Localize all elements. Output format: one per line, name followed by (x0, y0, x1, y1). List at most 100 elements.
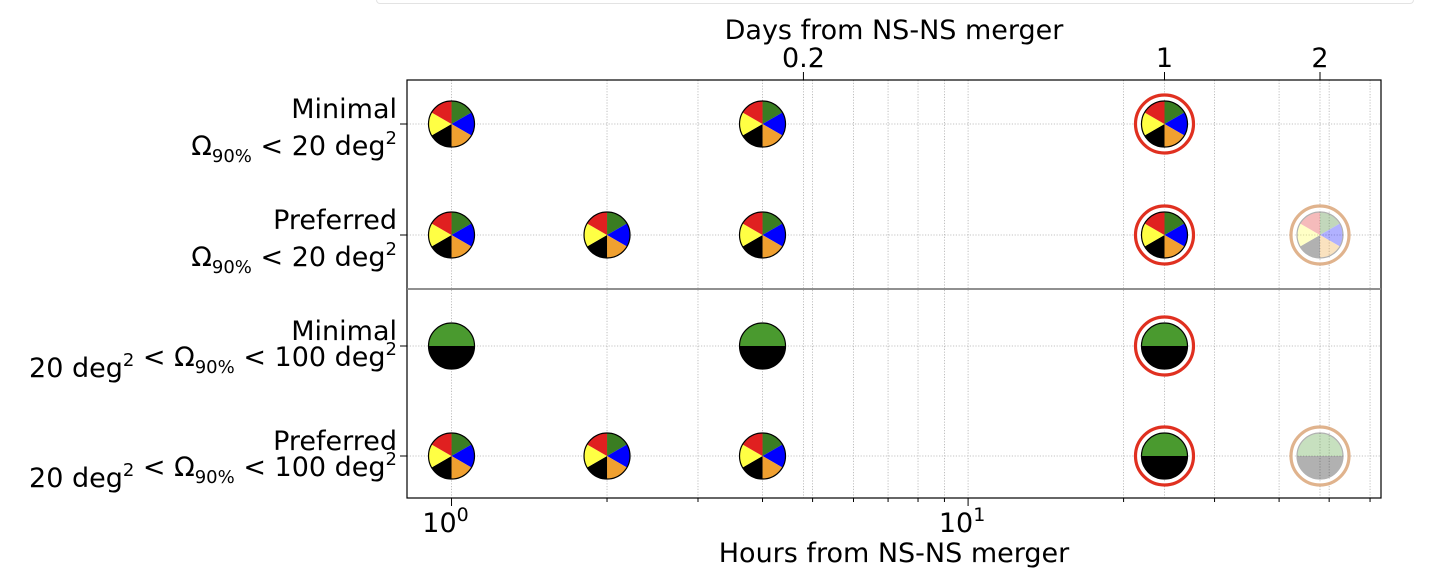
x2-tick-label: 0.2 (782, 43, 825, 74)
highlight-ring (1133, 204, 1196, 266)
marker (427, 100, 476, 148)
marker (427, 322, 476, 370)
marker-wedge (1300, 235, 1320, 258)
highlight-ring (1289, 204, 1351, 266)
marker (738, 100, 787, 148)
ring-gap (1136, 207, 1193, 263)
grid-lines (407, 80, 1381, 498)
marker-wedge (584, 444, 608, 468)
highlight-ring (1289, 425, 1351, 487)
marker-wedge (584, 223, 608, 247)
marker-wedge (451, 223, 475, 247)
ring-gap (1136, 318, 1193, 374)
marker (1296, 211, 1344, 259)
row-title: Preferred (273, 205, 397, 236)
marker-wedge (1164, 223, 1188, 247)
marker-outline (738, 211, 787, 259)
marker-outline (1140, 211, 1189, 259)
marker-wedge (607, 223, 631, 247)
marker-wedge (762, 444, 786, 468)
marker (1140, 211, 1189, 259)
row-title: Minimal (291, 94, 397, 125)
x-tick-label: 101 (939, 504, 985, 539)
x2-tick-label: 1 (1156, 43, 1173, 74)
marker-outline (1296, 432, 1344, 480)
row-condition: Ω90% < 20 deg2 (191, 128, 397, 167)
marker-bottom-half (428, 346, 475, 370)
x2-axis-title: Days from NS-NS merger (725, 15, 1065, 46)
marker-top-half (1296, 433, 1343, 456)
marker-wedge (428, 223, 452, 247)
ring-gap (1136, 96, 1193, 152)
marker (1140, 100, 1189, 148)
marker-wedge (1164, 112, 1188, 136)
marker-wedge (1141, 223, 1165, 247)
marker-wedge (451, 112, 475, 136)
marker-outline (738, 100, 787, 148)
marker-outline (1140, 322, 1189, 370)
marker-wedge (1300, 212, 1320, 235)
ring-gap (1136, 428, 1193, 484)
marker-wedge (428, 444, 452, 468)
marker-top-half (739, 323, 786, 346)
marker-outline (1140, 100, 1189, 148)
marker-outline (738, 322, 787, 370)
marker-top-half (428, 323, 475, 346)
marker-wedge (1141, 112, 1165, 136)
marker-wedge (739, 223, 763, 247)
row-condition: Ω90% < 20 deg2 (191, 239, 397, 278)
marker-bottom-half (1296, 456, 1343, 480)
marker (738, 432, 787, 480)
x-tick-label: 100 (422, 504, 468, 539)
marker (1296, 432, 1344, 480)
highlight-ring (1133, 425, 1196, 487)
marker-outline (427, 100, 476, 148)
marker-outline (1296, 211, 1344, 259)
marker (583, 211, 631, 259)
row-condition: 20 deg2 < Ω90% < 100 deg2 (29, 339, 397, 384)
row-title: Preferred (273, 426, 397, 457)
marker (738, 322, 787, 370)
marker (427, 432, 476, 480)
marker-top-half (1141, 323, 1188, 346)
marker-bottom-half (1141, 346, 1188, 370)
marker-outline (583, 211, 631, 259)
marker-wedge (739, 112, 763, 136)
marker (1140, 322, 1189, 370)
marker-top-half (1141, 433, 1188, 456)
marker (583, 432, 631, 480)
marker-bottom-half (1141, 456, 1188, 480)
marker-bottom-half (739, 346, 786, 370)
marker-outline (1140, 432, 1189, 480)
highlight-ring (1133, 315, 1196, 377)
marker-wedge (1319, 212, 1340, 235)
ring-gap (1292, 207, 1348, 263)
marker (427, 211, 476, 259)
marker (738, 211, 787, 259)
marker-wedge (739, 444, 763, 468)
row-condition: 20 deg2 < Ω90% < 100 deg2 (29, 449, 397, 494)
marker-outline (427, 211, 476, 259)
marker-wedge (762, 112, 786, 136)
axis-ticks (400, 72, 1371, 506)
marker-wedge (1296, 223, 1320, 247)
x-axis-title: Hours from NS-NS merger (719, 538, 1070, 569)
row-title: Minimal (291, 316, 397, 347)
marker-outline (427, 322, 476, 370)
marker-wedge (762, 223, 786, 247)
marker-wedge (1319, 223, 1343, 247)
marker-outline (427, 432, 476, 480)
marker-wedge (428, 112, 452, 136)
marker-outline (738, 432, 787, 480)
highlight-ring (1133, 93, 1196, 155)
marker-outline (583, 432, 631, 480)
markers (427, 93, 1351, 487)
marker-wedge (451, 444, 475, 468)
x2-tick-label: 2 (1311, 43, 1328, 74)
marker-wedge (1319, 235, 1340, 258)
ring-gap (1292, 428, 1348, 484)
marker (1140, 432, 1189, 480)
marker-wedge (607, 444, 631, 468)
